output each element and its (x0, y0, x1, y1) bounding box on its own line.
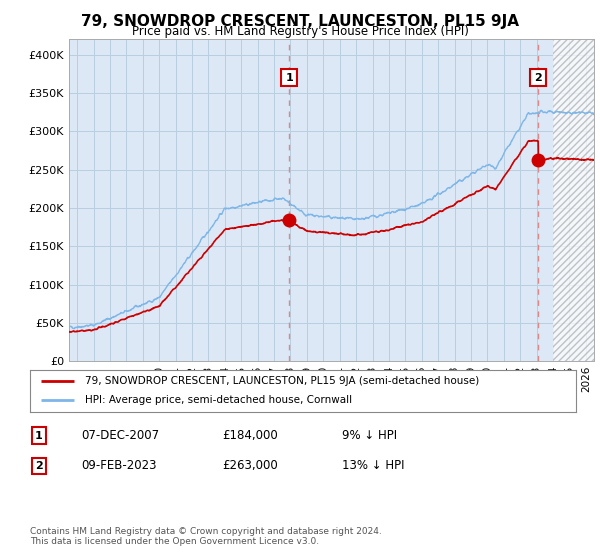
Text: 1: 1 (35, 431, 43, 441)
Text: 1: 1 (285, 73, 293, 82)
Text: Price paid vs. HM Land Registry's House Price Index (HPI): Price paid vs. HM Land Registry's House … (131, 25, 469, 38)
Text: 13% ↓ HPI: 13% ↓ HPI (342, 459, 404, 473)
Text: HPI: Average price, semi-detached house, Cornwall: HPI: Average price, semi-detached house,… (85, 395, 352, 405)
Text: 2: 2 (35, 461, 43, 471)
Text: 2: 2 (535, 73, 542, 82)
Text: 09-FEB-2023: 09-FEB-2023 (81, 459, 157, 473)
Text: Contains HM Land Registry data © Crown copyright and database right 2024.
This d: Contains HM Land Registry data © Crown c… (30, 526, 382, 546)
Text: 79, SNOWDROP CRESCENT, LAUNCESTON, PL15 9JA: 79, SNOWDROP CRESCENT, LAUNCESTON, PL15 … (81, 14, 519, 29)
Text: 79, SNOWDROP CRESCENT, LAUNCESTON, PL15 9JA (semi-detached house): 79, SNOWDROP CRESCENT, LAUNCESTON, PL15 … (85, 376, 479, 386)
Text: £263,000: £263,000 (222, 459, 278, 473)
Text: 9% ↓ HPI: 9% ↓ HPI (342, 429, 397, 442)
Text: 07-DEC-2007: 07-DEC-2007 (81, 429, 159, 442)
Text: £184,000: £184,000 (222, 429, 278, 442)
